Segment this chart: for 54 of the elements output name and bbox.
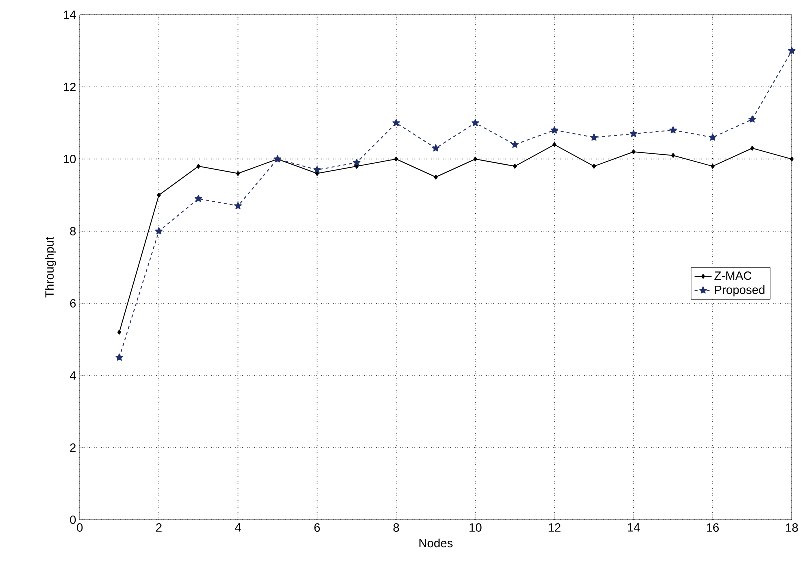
x-axis-title: Nodes bbox=[420, 538, 453, 548]
point bbox=[710, 164, 715, 169]
point bbox=[511, 140, 519, 148]
y-tick-label: 6 bbox=[70, 299, 76, 308]
point bbox=[118, 330, 122, 335]
point bbox=[236, 171, 240, 176]
y-tick-label: 12 bbox=[64, 82, 76, 92]
point bbox=[394, 156, 398, 162]
x-tick-label: 2 bbox=[156, 524, 162, 532]
x-tick-label: 10 bbox=[470, 524, 482, 532]
point bbox=[671, 153, 676, 158]
point bbox=[194, 195, 202, 202]
x-tick-label: 16 bbox=[707, 524, 720, 532]
point bbox=[748, 116, 756, 123]
y-tick-label: 10 bbox=[64, 155, 76, 164]
x-tick-label: 4 bbox=[235, 524, 242, 532]
point bbox=[709, 134, 717, 141]
legend-label: Z-MAC bbox=[714, 272, 752, 280]
point bbox=[630, 130, 638, 138]
point bbox=[474, 156, 478, 162]
point bbox=[632, 150, 636, 155]
point bbox=[788, 47, 796, 54]
point bbox=[590, 134, 598, 141]
y-tick-label: 2 bbox=[70, 444, 76, 452]
y-tick-label: 8 bbox=[70, 227, 76, 236]
point bbox=[314, 166, 322, 174]
x-tick-label: 18 bbox=[786, 524, 798, 532]
point bbox=[552, 142, 557, 148]
point bbox=[392, 119, 400, 126]
x-tick-label: 12 bbox=[548, 524, 561, 532]
point bbox=[513, 164, 518, 169]
point bbox=[472, 119, 480, 126]
point bbox=[157, 192, 162, 198]
y-tick-label: 0 bbox=[70, 516, 76, 524]
point bbox=[550, 126, 558, 134]
point bbox=[196, 164, 201, 169]
point bbox=[116, 354, 124, 361]
point bbox=[234, 202, 242, 210]
x-tick-label: 14 bbox=[628, 524, 640, 532]
y-tick-label: 4 bbox=[70, 372, 76, 380]
x-tick-label: 0 bbox=[77, 524, 83, 532]
point bbox=[353, 158, 361, 166]
x-tick-label: 8 bbox=[394, 524, 400, 532]
point bbox=[750, 146, 754, 151]
point bbox=[432, 144, 440, 152]
x-tick-label: 6 bbox=[314, 524, 320, 532]
legend-label: Proposed bbox=[715, 286, 765, 297]
point bbox=[434, 174, 438, 180]
y-axis-title: Throughput bbox=[45, 237, 56, 298]
point bbox=[155, 227, 163, 235]
point bbox=[670, 126, 678, 134]
point bbox=[592, 164, 596, 169]
y-tick-label: 14 bbox=[64, 10, 76, 20]
point bbox=[790, 156, 794, 162]
